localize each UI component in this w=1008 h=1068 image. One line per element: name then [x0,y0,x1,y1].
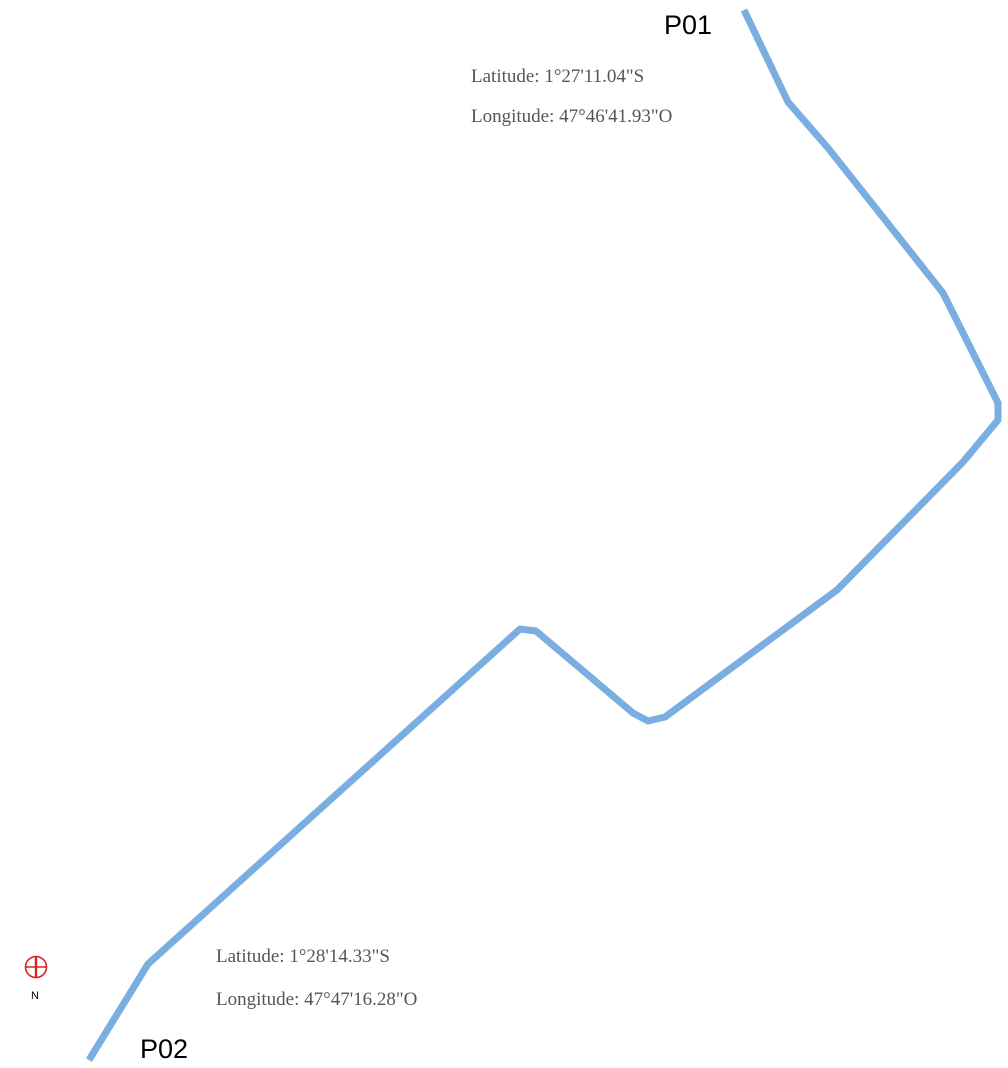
latitude-p01: Latitude: 1°27'11.04"S [471,66,645,87]
longitude-p02: Longitude: 47°47'16.28"O [216,989,418,1010]
route-line [86,8,1002,1062]
longitude-p01: Longitude: 47°46'41.93"O [471,106,673,127]
point-label-p01: P01 [664,10,713,40]
north-label: N [31,990,39,1002]
point-label-p02: P02 [140,1034,189,1064]
latitude-p02: Latitude: 1°28'14.33"S [216,946,390,967]
north-arrow-icon [24,955,48,979]
